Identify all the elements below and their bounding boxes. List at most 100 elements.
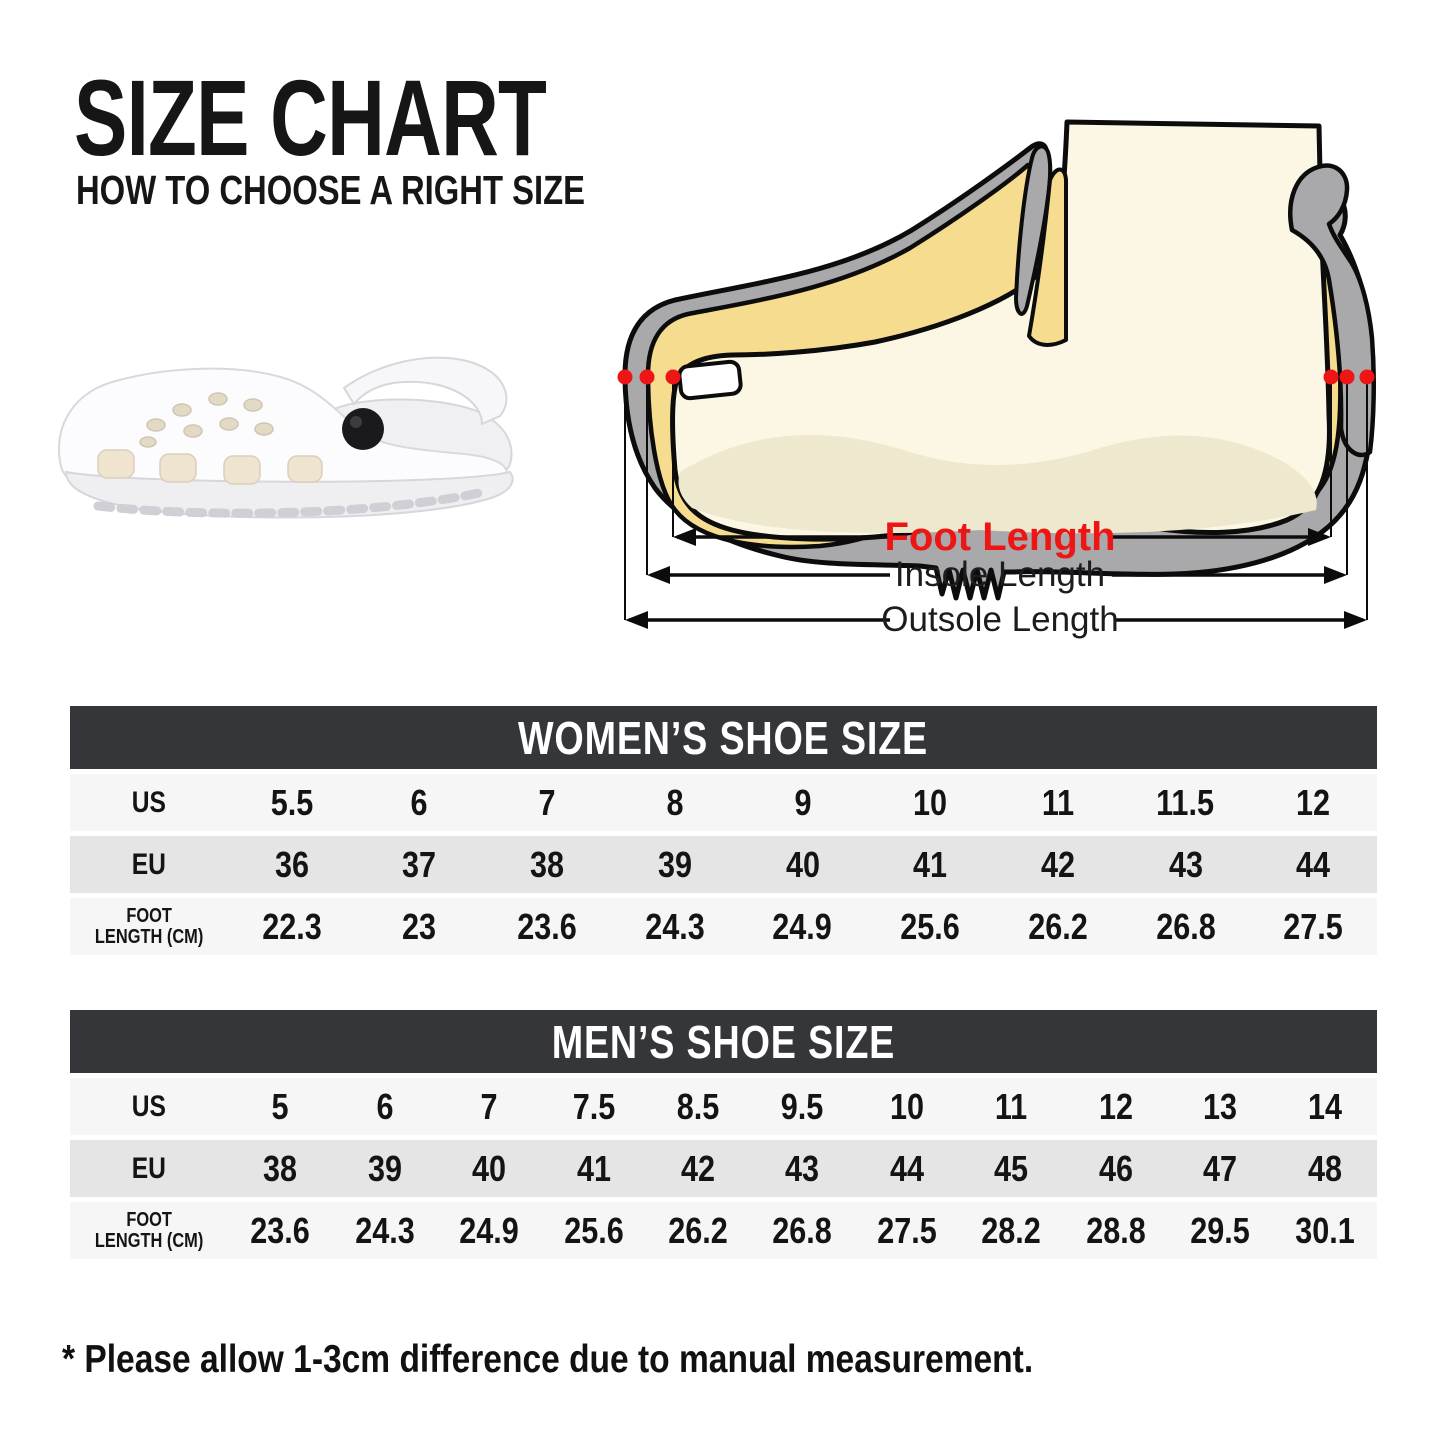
size-cell-value: 6 bbox=[376, 1085, 394, 1127]
size-cell: 10 bbox=[866, 774, 994, 831]
size-cell-value: 42 bbox=[681, 1147, 716, 1189]
size-cell: 14 bbox=[1273, 1078, 1377, 1135]
size-cell-value: 48 bbox=[1307, 1147, 1342, 1189]
size-cell-value: 46 bbox=[1098, 1147, 1133, 1189]
size-cell: 28.8 bbox=[1064, 1202, 1168, 1259]
arrowhead bbox=[1324, 566, 1347, 584]
womens-table-title-text: WOMEN’S SHOE SIZE bbox=[518, 711, 929, 764]
size-cell-value: 27.5 bbox=[1283, 905, 1343, 947]
size-cell-value: 26.8 bbox=[1155, 905, 1216, 947]
row-label: US bbox=[70, 774, 228, 831]
size-cell-value: 27.5 bbox=[877, 1209, 937, 1251]
measurement-note-text: * Please allow 1-3cm difference due to m… bbox=[62, 1338, 1034, 1381]
size-cell: 38 bbox=[483, 836, 611, 893]
size-cell: 25.6 bbox=[541, 1202, 645, 1259]
measurement-dots bbox=[617, 369, 1375, 385]
size-cell: 39 bbox=[332, 1140, 436, 1197]
mens-table-title: MEN’S SHOE SIZE bbox=[70, 1010, 1377, 1073]
size-cell-value: 25.6 bbox=[900, 905, 960, 947]
size-cell-value: 41 bbox=[576, 1147, 611, 1189]
size-cell-value: 36 bbox=[274, 843, 309, 885]
arrowhead bbox=[1308, 528, 1331, 546]
size-cell-value: 26.8 bbox=[772, 1209, 833, 1251]
size-cell: 25.6 bbox=[866, 898, 994, 955]
size-cell-value: 24.9 bbox=[459, 1209, 519, 1251]
size-cell: 26.2 bbox=[646, 1202, 750, 1259]
size-cell-value: 40 bbox=[785, 843, 820, 885]
womens-table-rows: US 5.5 6 7 8 9 10 11 11.5 12 EU 36 37 38 39 40 41 42 43 44 F… bbox=[70, 774, 1377, 955]
page-subtitle-text: HOW TO CHOOSE A RIGHT SIZE bbox=[76, 167, 586, 213]
size-cell: 11 bbox=[959, 1078, 1063, 1135]
size-cell-value: 41 bbox=[913, 843, 948, 885]
arrowhead bbox=[1344, 611, 1367, 629]
size-cell-value: 5.5 bbox=[270, 781, 314, 823]
row-label: EU bbox=[70, 1140, 228, 1197]
size-cell-value: 24.9 bbox=[772, 905, 833, 947]
diagram-foot-shading bbox=[678, 435, 1317, 534]
size-cell: 8.5 bbox=[646, 1078, 750, 1135]
diagram-heel-gray bbox=[1288, 163, 1376, 458]
size-cell: 48 bbox=[1273, 1140, 1377, 1197]
size-cell: 23.6 bbox=[228, 1202, 332, 1259]
size-cell-value: 23.6 bbox=[517, 905, 577, 947]
size-cell: 27.5 bbox=[1249, 898, 1377, 955]
size-cell: 9 bbox=[739, 774, 867, 831]
mens-size-table: MEN’S SHOE SIZE US 5 6 7 7.5 8.5 9.5 10 11 12 13 14… bbox=[70, 1010, 1377, 1259]
size-cell-value: 7.5 bbox=[572, 1085, 615, 1127]
row-label-text: EU bbox=[131, 847, 167, 881]
size-cell-value: 40 bbox=[472, 1147, 507, 1189]
size-cell-value: 5 bbox=[271, 1085, 289, 1127]
outsole-length-label: Outsole Length bbox=[881, 600, 1118, 639]
size-cell: 23 bbox=[356, 898, 484, 955]
measurement-note: * Please allow 1-3cm difference due to m… bbox=[62, 1338, 1191, 1382]
size-cell-value: 23 bbox=[402, 905, 437, 947]
size-cell-value: 43 bbox=[785, 1147, 820, 1189]
row-label-text: FOOT LENGTH (CM) bbox=[94, 1208, 204, 1252]
size-cell-value: 11.5 bbox=[1156, 781, 1215, 823]
size-cell: 27.5 bbox=[855, 1202, 959, 1259]
size-cell-value: 42 bbox=[1040, 843, 1075, 885]
size-cell: 5.5 bbox=[228, 774, 356, 831]
clog-side-vents bbox=[97, 449, 323, 485]
table-row-foot: FOOT LENGTH (CM) 23.6 24.3 24.9 25.6 26.2 26.8… bbox=[70, 1202, 1377, 1259]
size-cell-value: 11 bbox=[1041, 781, 1075, 823]
size-cell-value: 8 bbox=[666, 781, 684, 823]
size-cell: 12 bbox=[1249, 774, 1377, 831]
size-cell: 37 bbox=[356, 836, 484, 893]
size-cell: 24.9 bbox=[739, 898, 867, 955]
diagram-toenail bbox=[677, 359, 743, 401]
size-cell-value: 37 bbox=[402, 843, 437, 885]
table-row-us: US 5.5 6 7 8 9 10 11 11.5 12 bbox=[70, 774, 1377, 831]
size-cell-value: 14 bbox=[1307, 1085, 1342, 1127]
size-cell-value: 9.5 bbox=[781, 1085, 824, 1127]
size-cell: 41 bbox=[541, 1140, 645, 1197]
size-cell: 8 bbox=[611, 774, 739, 831]
size-cell-value: 43 bbox=[1168, 843, 1203, 885]
size-cell-value: 28.2 bbox=[981, 1209, 1042, 1251]
size-cell: 28.2 bbox=[959, 1202, 1063, 1259]
diagram-drop-lines bbox=[624, 377, 1368, 620]
size-cell-value: 39 bbox=[657, 843, 692, 885]
size-cell-value: 10 bbox=[913, 781, 948, 823]
size-cell-value: 22.3 bbox=[262, 905, 322, 947]
size-cell: 46 bbox=[1064, 1140, 1168, 1197]
arrowhead bbox=[625, 611, 648, 629]
table-row-foot: FOOT LENGTH (CM) 22.3 23 23.6 24.3 24.9 25.6 26… bbox=[70, 898, 1377, 955]
size-cell: 44 bbox=[1249, 836, 1377, 893]
size-cell: 40 bbox=[739, 836, 867, 893]
size-cell: 6 bbox=[356, 774, 484, 831]
page-title: SIZE CHART bbox=[74, 64, 712, 172]
size-cell: 6 bbox=[332, 1078, 436, 1135]
size-cell-value: 6 bbox=[410, 781, 429, 823]
size-cell-value: 12 bbox=[1098, 1085, 1133, 1127]
size-cell-value: 24.3 bbox=[645, 905, 705, 947]
size-cell: 26.8 bbox=[750, 1202, 854, 1259]
row-label-text: US bbox=[131, 785, 167, 819]
size-cell: 43 bbox=[1122, 836, 1250, 893]
size-cell-value: 45 bbox=[994, 1147, 1029, 1189]
table-row-eu: EU 36 37 38 39 40 41 42 43 44 bbox=[70, 836, 1377, 893]
row-label: FOOT LENGTH (CM) bbox=[70, 898, 228, 955]
row-label: EU bbox=[70, 836, 228, 893]
size-cell: 42 bbox=[994, 836, 1122, 893]
size-cell-value: 7 bbox=[480, 1085, 498, 1127]
